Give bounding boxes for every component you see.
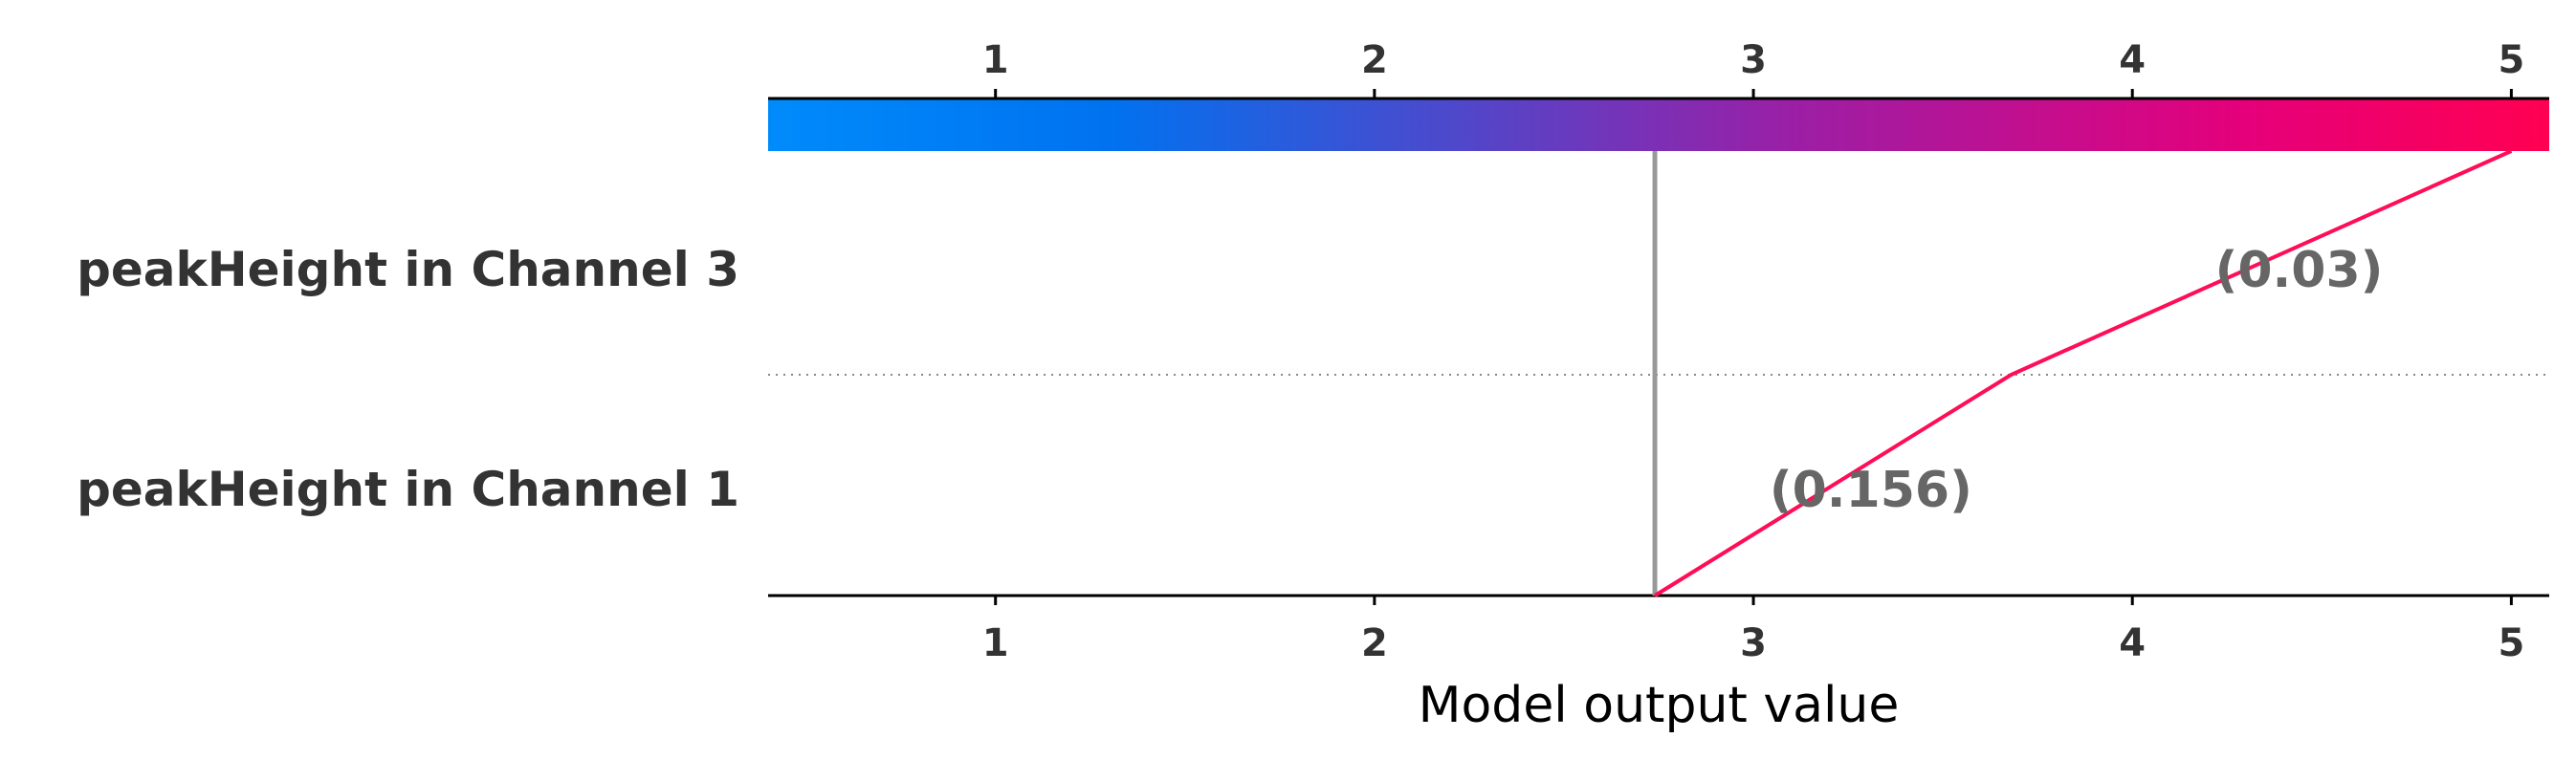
- bottom-tick-label-5: 5: [2498, 621, 2524, 665]
- feature-labels: peakHeight in Channel 1 peakHeight in Cha…: [77, 242, 739, 517]
- contribution-label-1: (0.03): [2215, 242, 2384, 299]
- contribution-labels: (0.156) (0.03): [1770, 242, 2384, 519]
- top-tick-label-2: 2: [1361, 38, 1388, 82]
- top-tick-label-1: 1: [982, 38, 1009, 82]
- bottom-tick-label-4: 4: [2119, 621, 2146, 665]
- feature-label-0: peakHeight in Channel 1: [77, 462, 739, 517]
- top-tick-label-5: 5: [2498, 38, 2524, 82]
- contribution-label-0: (0.156): [1770, 462, 1972, 519]
- bottom-tick-label-1: 1: [982, 621, 1009, 665]
- top-ticks: 1 2 3 4 5: [982, 38, 2524, 98]
- top-tick-label-4: 4: [2119, 38, 2146, 82]
- decision-path-line: [1653, 149, 2513, 597]
- bottom-ticks: 1 2 3 4 5: [982, 596, 2524, 665]
- bottom-tick-label-2: 2: [1361, 621, 1388, 665]
- bottom-tick-label-3: 3: [1740, 621, 1767, 665]
- top-tick-label-3: 3: [1740, 38, 1767, 82]
- colorbar: [768, 98, 2549, 151]
- feature-label-1: peakHeight in Channel 3: [77, 242, 739, 297]
- x-axis-title: Model output value: [1419, 677, 1900, 734]
